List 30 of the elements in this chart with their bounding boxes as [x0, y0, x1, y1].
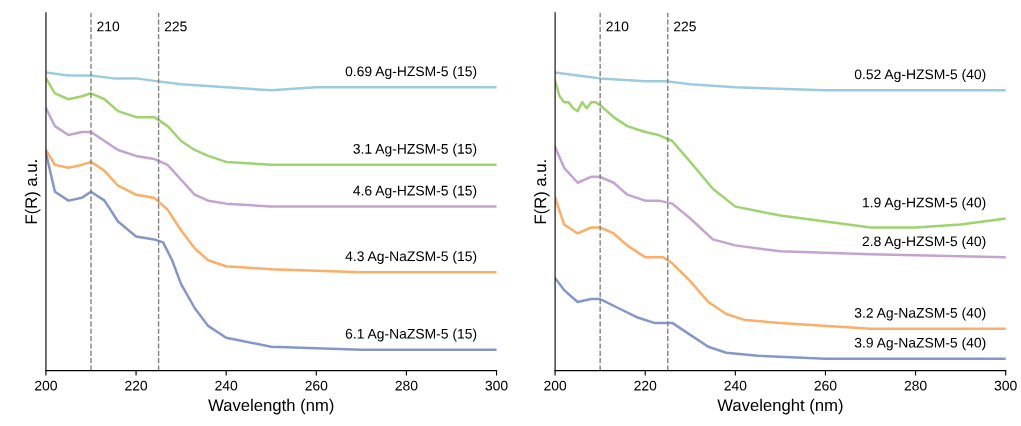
ref-line-label: 225 — [164, 21, 187, 32]
series-label: 3.1 Ag-HZSM-5 (15) — [353, 143, 477, 157]
series-label: 4.6 Ag-HZSM-5 (15) — [353, 185, 477, 199]
x-tick-label: 220 — [125, 380, 148, 391]
ref-line-label: 210 — [97, 21, 120, 32]
series-label: 6.1 Ag-NaZSM-5 (15) — [345, 328, 477, 342]
x-tick-label: 200 — [35, 380, 57, 391]
x-tick-label: 260 — [814, 380, 837, 391]
series-label: 0.52 Ag-HZSM-5 (40) — [854, 69, 986, 82]
ref-line-label: 225 — [674, 21, 696, 32]
x-axis-title: Wavelenght (nm) — [717, 398, 843, 415]
x-tick-label: 240 — [724, 380, 747, 391]
x-tick-label: 300 — [994, 380, 1017, 391]
y-axis-title: F(R) a.u. — [24, 160, 41, 224]
series-label: 2.8 Ag-HZSM-5 (40) — [862, 236, 986, 249]
x-tick-label: 280 — [395, 380, 418, 391]
x-tick-label: 220 — [634, 380, 657, 391]
series-label: 1.9 Ag-HZSM-5 (40) — [863, 197, 986, 211]
x-tick-label: 200 — [544, 380, 567, 391]
x-tick-label: 260 — [305, 380, 328, 391]
series-label: 3.9 Ag-NaZSM-5 (40) — [854, 337, 986, 351]
ref-line-label: 210 — [606, 21, 629, 32]
x-tick-label: 300 — [485, 380, 508, 391]
x-tick-label: 240 — [215, 380, 238, 391]
series-label: 0.69 Ag-HZSM-5 (15) — [345, 66, 477, 79]
series-label: 4.3 Ag-NaZSM-5 (15) — [345, 250, 477, 264]
x-axis-title: Wavelength (nm) — [208, 398, 334, 415]
y-axis-title: F(R) a.u. — [534, 160, 550, 224]
x-tick-label: 280 — [904, 380, 927, 391]
series-label: 3.2 Ag-NaZSM-5 (40) — [854, 307, 986, 321]
